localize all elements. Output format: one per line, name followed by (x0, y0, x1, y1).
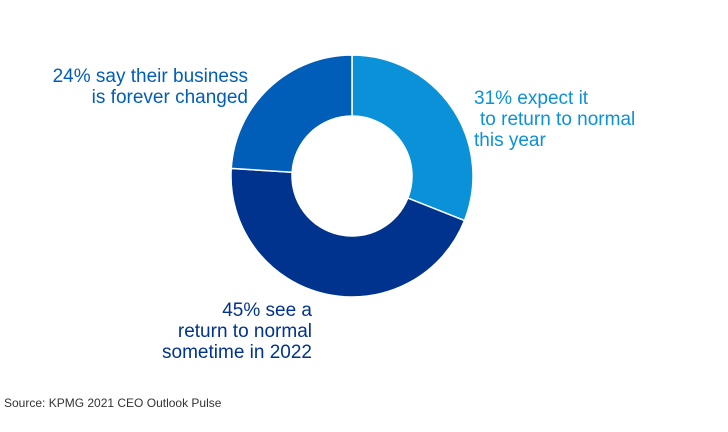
slice-label-return-in-2022: 45% see a return to normal sometime in 2… (162, 300, 312, 363)
slice-label-line: is forever changed (91, 87, 248, 108)
donut-slices (230, 54, 474, 298)
slice-label-line: return to normal (177, 321, 312, 342)
donut-slice-0 (351, 54, 474, 222)
slice-label-line: 24% say their business (52, 66, 248, 87)
slice-label-line: 31% expect it (474, 88, 589, 109)
donut-slice-1 (230, 167, 466, 298)
slice-label-expect-return-this-year: 31% expect it to return to normal this y… (474, 88, 635, 151)
slice-label-line: 45% see a (222, 300, 312, 321)
slice-label-forever-changed: 24% say their business is forever change… (53, 66, 248, 108)
slice-label-line: this year (474, 130, 546, 151)
slice-label-line: to return to normal (480, 109, 636, 130)
slice-label-line: sometime in 2022 (162, 342, 312, 363)
chart-source-note: Source: KPMG 2021 CEO Outlook Pulse (4, 396, 222, 410)
donut-slice-2 (230, 54, 353, 174)
